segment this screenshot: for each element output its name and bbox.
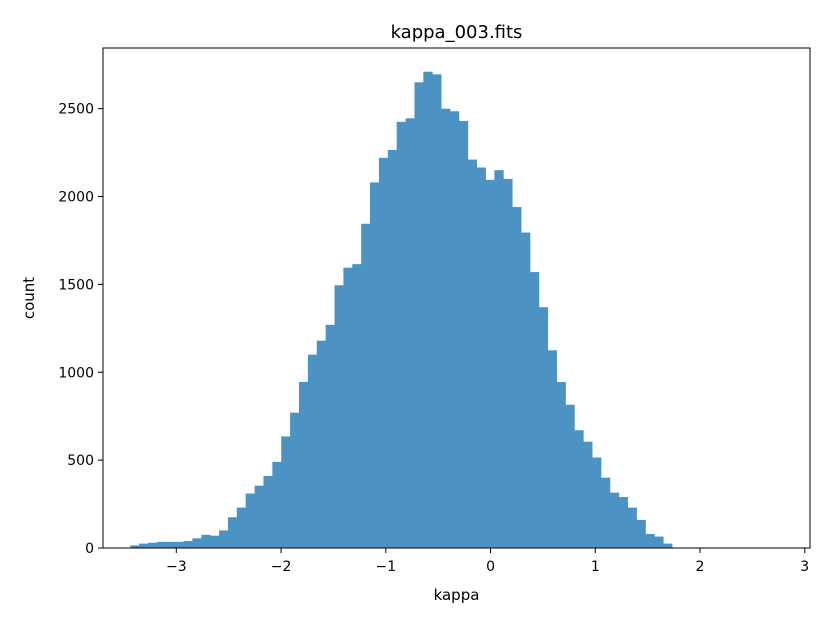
histogram-bar — [316, 340, 327, 548]
histogram-bar — [281, 436, 291, 548]
histogram-bar — [343, 267, 353, 548]
histogram-bar — [458, 120, 469, 549]
histogram-bar — [654, 536, 664, 548]
plot-frame — [102, 47, 811, 549]
histogram-bar — [556, 381, 566, 548]
histogram-bar — [174, 541, 184, 548]
histogram-bar — [165, 541, 176, 548]
histogram-bar — [405, 118, 415, 548]
histogram-bar — [547, 350, 557, 548]
histogram-bar — [325, 324, 335, 548]
histogram-bar — [432, 74, 442, 549]
histogram-bar — [414, 82, 424, 548]
histogram-bar — [139, 543, 149, 548]
histogram-bar — [592, 457, 602, 548]
histogram-bar — [387, 149, 398, 548]
histogram-bar — [183, 540, 193, 548]
x-tick-label: 0 — [486, 559, 495, 575]
histogram-bar — [423, 71, 433, 549]
y-axis-ticks: 0 500 1000 1500 2000 2500 — [58, 102, 103, 557]
histogram-bar — [600, 477, 611, 548]
histogram-bar — [361, 223, 371, 548]
histogram-bar — [449, 111, 460, 548]
histogram-bar — [298, 381, 309, 548]
histogram-bar — [618, 497, 629, 548]
histogram-bars — [130, 71, 673, 549]
histogram-bar — [290, 412, 300, 548]
histogram-bar — [370, 182, 380, 548]
histogram-bar — [227, 517, 238, 548]
histogram-bar — [378, 157, 389, 548]
histogram-bar — [210, 535, 220, 548]
histogram-bar — [485, 179, 495, 549]
histogram-bar — [627, 507, 637, 548]
histogram-bar — [441, 108, 451, 548]
histogram-bar — [263, 475, 273, 548]
histogram-bar — [636, 519, 646, 548]
histogram-bar — [201, 534, 211, 548]
histogram-bar — [272, 461, 282, 548]
chart-title: kappa_003.fits — [391, 22, 523, 43]
histogram-bar — [236, 507, 247, 548]
histogram-bar — [334, 285, 344, 548]
histogram-bar — [307, 354, 318, 548]
x-tick-label: −1 — [375, 559, 396, 575]
x-tick-label: −2 — [271, 559, 292, 575]
histogram-bar — [565, 404, 575, 548]
histogram-bar — [476, 167, 486, 548]
histogram-bar — [663, 543, 673, 548]
histogram-bar — [538, 307, 549, 548]
histogram-bar — [147, 542, 158, 548]
histogram-bar — [352, 264, 362, 548]
y-axis-label: count — [20, 277, 38, 319]
y-tick-label: 1000 — [58, 365, 94, 381]
x-axis-ticks: −3 −2 −1 0 1 2 3 — [166, 548, 809, 575]
y-tick-label: 2500 — [58, 102, 94, 118]
y-tick-label: 0 — [85, 541, 94, 557]
histogram-bar — [467, 159, 478, 548]
histogram-bar — [645, 533, 655, 548]
histogram-bar — [609, 492, 620, 548]
histogram-bar — [494, 170, 504, 549]
y-tick-label: 2000 — [58, 190, 94, 206]
x-tick-label: 3 — [800, 559, 809, 575]
x-tick-label: −3 — [166, 559, 187, 575]
histogram-bar — [521, 232, 531, 548]
histogram-bar — [583, 441, 593, 548]
histogram-bar — [254, 485, 264, 548]
y-tick-label: 1500 — [58, 277, 94, 293]
histogram-bar — [192, 538, 202, 548]
histogram-bar — [219, 530, 229, 548]
histogram-bar — [529, 272, 540, 548]
histogram-bar — [396, 121, 406, 548]
x-tick-label: 1 — [591, 559, 600, 575]
x-tick-label: 2 — [696, 559, 705, 575]
histogram-bar — [130, 545, 140, 548]
x-axis-label: kappa — [434, 586, 480, 604]
histogram-bar — [512, 207, 522, 548]
histogram-bar — [245, 493, 255, 548]
histogram-bar — [156, 541, 167, 548]
y-tick-label: 500 — [67, 453, 94, 469]
histogram-bar — [503, 178, 513, 548]
histogram-bar — [574, 430, 584, 548]
